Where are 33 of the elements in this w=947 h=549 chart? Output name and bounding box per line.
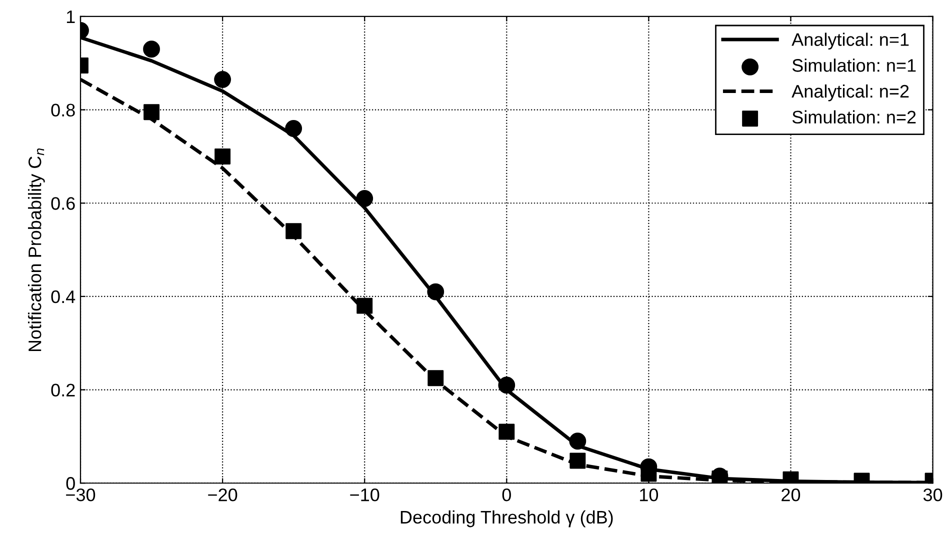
point <box>214 71 232 88</box>
x-tick-label: 20 <box>782 488 800 502</box>
point <box>569 432 586 450</box>
x-tick-label: 0 <box>502 488 511 502</box>
point <box>143 40 160 58</box>
legend-label: Analytical: n=2 <box>792 84 909 102</box>
x-tick-label: 10 <box>640 488 658 502</box>
y-tick-label: 0 <box>66 477 75 490</box>
y-tick-label: 0.6 <box>51 197 75 210</box>
point <box>356 190 374 207</box>
point <box>144 104 160 120</box>
y-tick-label: 0.8 <box>51 104 75 117</box>
point <box>427 283 444 300</box>
point <box>498 424 515 440</box>
legend-label: Simulation: n=1 <box>792 58 916 72</box>
y-tick-label: 0.2 <box>51 384 75 397</box>
point <box>356 298 373 314</box>
x-tick-label: −10 <box>350 488 380 502</box>
y-axis-title: Notification Probability C$_{n}$ <box>28 148 45 352</box>
point <box>498 376 516 394</box>
point <box>214 148 231 164</box>
point <box>286 223 302 240</box>
point <box>428 370 444 386</box>
legend-label: Simulation: n=2 <box>792 110 916 124</box>
x-tick-label: −30 <box>66 488 96 502</box>
y-tick-label: 1 <box>66 10 75 24</box>
x-axis-title: Decoding Threshold γ (dB) <box>400 510 613 528</box>
x-tick-label: −20 <box>208 488 238 502</box>
x-tick-label: 30 <box>923 488 942 502</box>
y-tick-label: 0.4 <box>51 290 76 304</box>
legend-label: Analytical: n=1 <box>792 32 909 50</box>
point <box>285 120 302 137</box>
point <box>570 452 586 469</box>
